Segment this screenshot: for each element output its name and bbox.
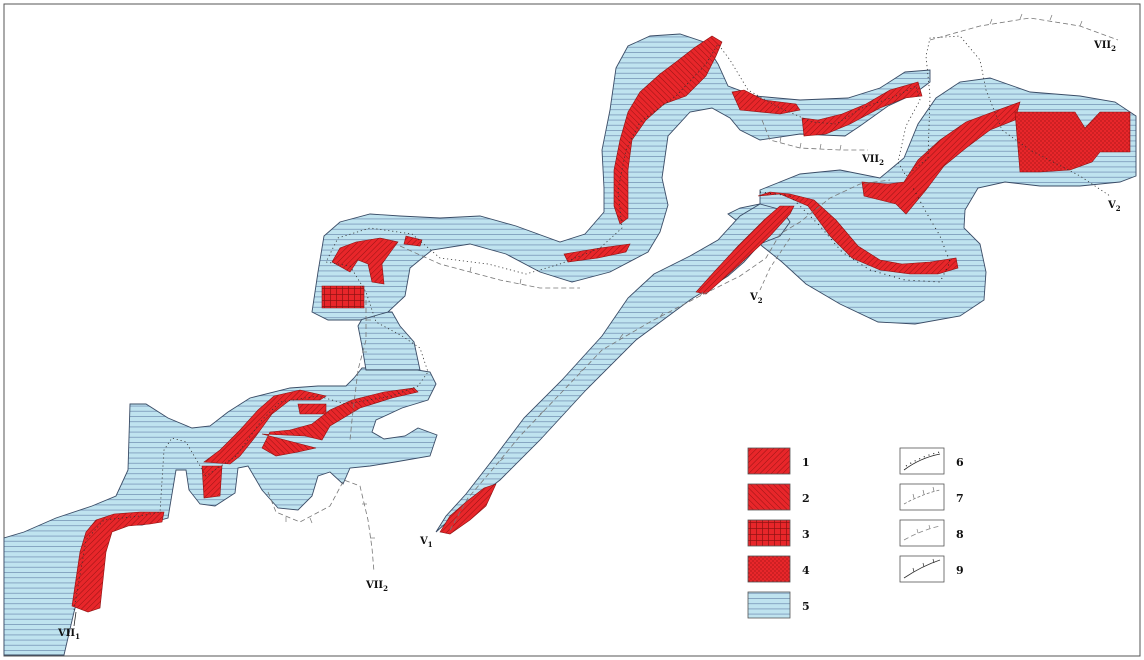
- red-deposits: [71, 35, 1131, 613]
- legend-swatch-1: [747, 447, 791, 475]
- deposit-right-lower-curve: [757, 191, 959, 275]
- label-v2-right: V2: [1107, 200, 1121, 213]
- route-gray-ticked-top: [929, 17, 1119, 41]
- route-tick-marks: [285, 13, 1083, 539]
- deposit-lower-left-vertical: [71, 511, 165, 613]
- deposit-grid-block: [321, 285, 365, 309]
- deposit-lower-cap: [297, 403, 327, 415]
- label-vii2-bottom: VII2: [365, 580, 388, 593]
- water-neck: [357, 311, 421, 371]
- deposit-v1-tip: [439, 483, 497, 535]
- label-vii2-mid: VII2: [861, 154, 884, 167]
- label-vii1-bottom: VII1: [57, 628, 80, 641]
- solid-ticked-line-icon: [903, 559, 941, 579]
- legend-num-3: 3: [802, 528, 810, 541]
- deposit-lower-strand: [203, 389, 327, 465]
- legend-num-7: 7: [956, 492, 964, 505]
- route-gray-ticked-upper: [399, 245, 580, 289]
- legend-swatch-5: [747, 591, 791, 619]
- legend-num-8: 8: [956, 528, 964, 541]
- deposit-central-ledge: [731, 89, 801, 115]
- deposit-central-winding: [613, 35, 723, 225]
- route-lines: [73, 13, 1119, 611]
- legend-num-4: 4: [802, 564, 810, 577]
- legend-num-6: 6: [956, 456, 964, 469]
- legend-box-6: [899, 447, 945, 475]
- legend-num-5: 5: [802, 600, 810, 613]
- label-v1: V1: [419, 536, 433, 549]
- section-labels: VII1 VII2 V1 V2 VII2 V2 VII2: [57, 40, 1121, 641]
- legend-swatch-3: [747, 519, 791, 547]
- deposit-right-zigzag: [861, 101, 1021, 215]
- deposit-right-upper-arc: [801, 81, 923, 137]
- legend: 1 2 3 4 5 6 7 8 9: [747, 447, 964, 619]
- dashed-ticked-line-icon: [903, 525, 941, 541]
- legend-swatch-4: [747, 555, 791, 583]
- legend-swatch-2: [747, 483, 791, 511]
- deposit-diagonal-spur: [695, 205, 795, 295]
- label-vii2-top: VII2: [1093, 40, 1116, 53]
- label-v2-mid: V2: [749, 292, 763, 305]
- deposit-lower-block: [201, 465, 223, 499]
- water-lower-left: [3, 367, 438, 656]
- legend-num-2: 2: [802, 492, 810, 505]
- legend-box-7: [899, 483, 945, 511]
- route-gray-ticked-neck: [349, 300, 367, 441]
- legend-num-9: 9: [956, 564, 964, 577]
- route-gray-ticked-v2: [759, 237, 791, 291]
- legend-num-1: 1: [802, 456, 810, 469]
- legend-box-8: [899, 519, 945, 547]
- deposit-right-dotted-block: [1014, 111, 1131, 173]
- deposit-upper-left-hook-tip: [403, 235, 423, 247]
- legend-box-9: [899, 555, 945, 583]
- route-right-dotted: [759, 185, 951, 283]
- deposit-central-bar: [563, 243, 631, 263]
- dotted-curve-line-icon: [903, 453, 941, 471]
- deposit-lower-arm: [261, 387, 419, 457]
- deposit-upper-left-hook: [331, 237, 399, 285]
- gray-ticked-line-icon: [903, 489, 941, 505]
